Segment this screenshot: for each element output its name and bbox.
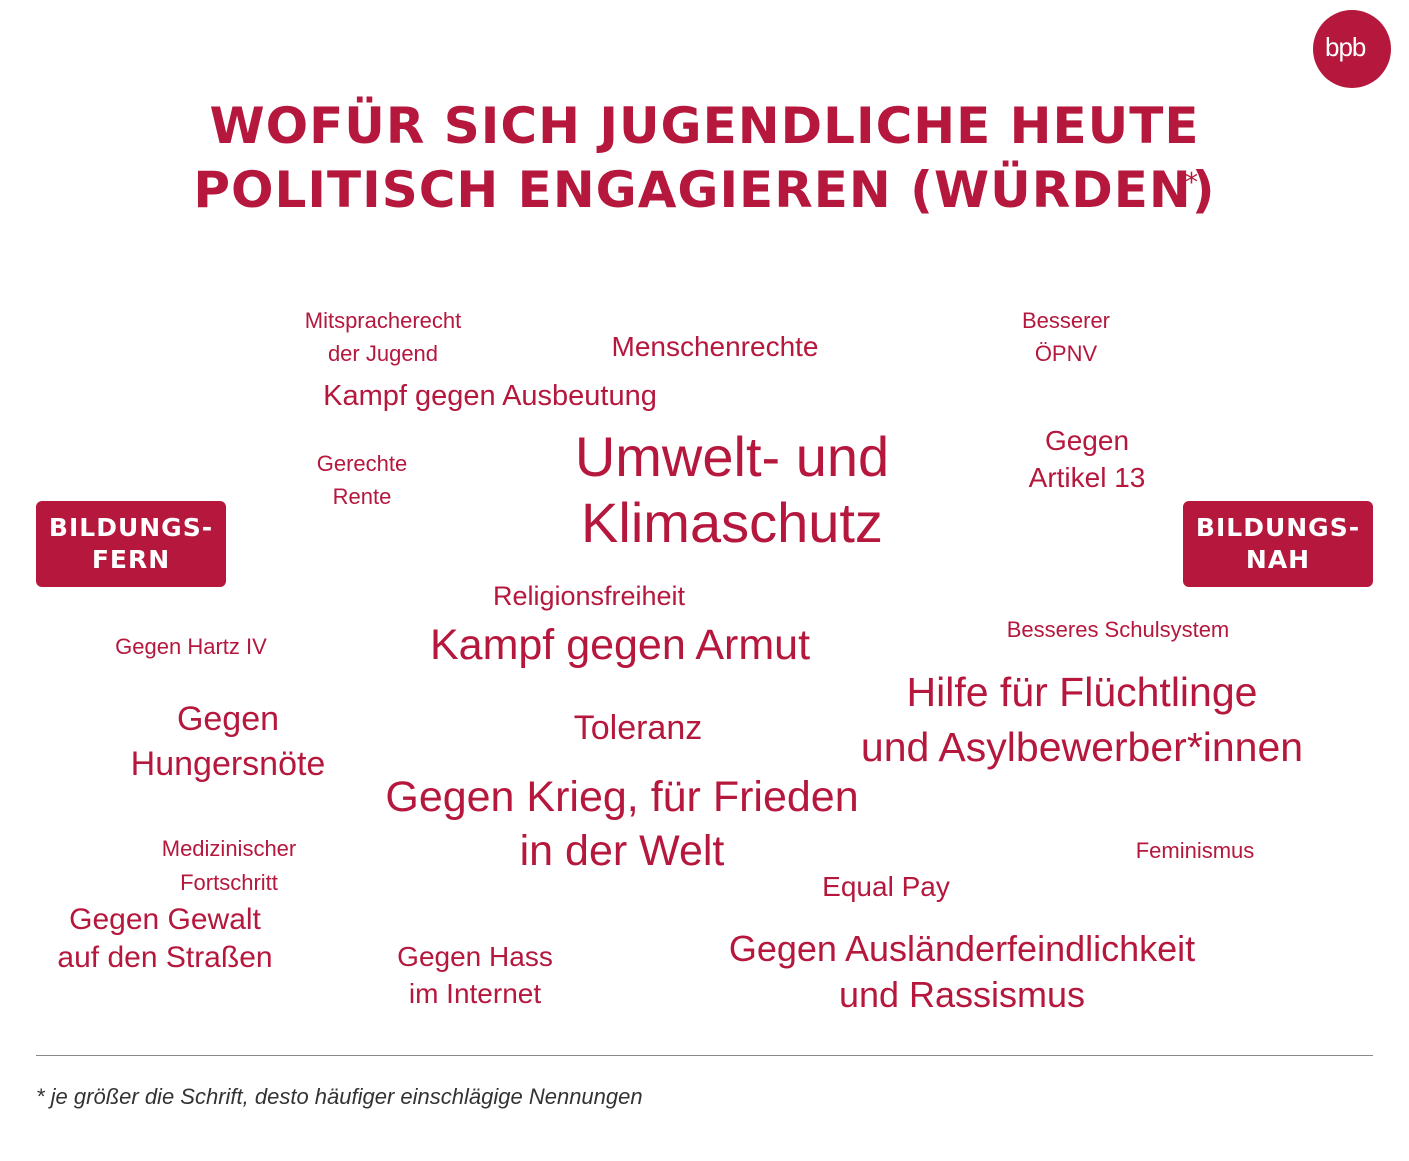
word-menschenrechte: Menschenrechte xyxy=(611,330,818,364)
word-line: Gegen Hartz IV xyxy=(115,634,267,659)
word-mitspracherecht: Mitspracherecht der Jugend xyxy=(305,304,462,370)
bpb-logo[interactable]: bpb : xyxy=(1313,10,1393,88)
page-title-line-1: WOFÜR SICH JUGENDLICHE HEUTE xyxy=(209,97,1200,155)
word-frieden: Gegen Krieg, für Frieden in der Welt xyxy=(385,770,858,878)
word-line: Kampf gegen Ausbeutung xyxy=(323,380,657,412)
word-line: Gegen Hass xyxy=(397,941,553,972)
word-line: in der Welt xyxy=(519,827,725,875)
word-fluechtlinge: Hilfe für Flüchtlinge und Asylbewerber*in… xyxy=(861,665,1303,775)
word-religionsfreiheit: Religionsfreiheit xyxy=(493,580,685,612)
word-gerechte-rente: Gerechte Rente xyxy=(317,447,408,513)
word-line: und Rassismus xyxy=(838,974,1086,1015)
word-line: Hilfe für Flüchtlinge xyxy=(906,669,1258,715)
word-equal-pay: Equal Pay xyxy=(822,870,950,904)
badge-left-line-2: FERN xyxy=(91,545,171,574)
word-klimaschutz: Umwelt- und Klimaschutz xyxy=(575,424,889,556)
word-hartz-iv: Gegen Hartz IV xyxy=(115,633,267,661)
word-line: ÖPNV xyxy=(1034,341,1098,366)
footnote: * je größer die Schrift, desto häufiger … xyxy=(36,1084,643,1109)
word-hass-internet: Gegen Hass im Internet xyxy=(397,938,553,1012)
word-feminismus: Feminismus xyxy=(1136,837,1255,865)
page-title-line-2: POLITISCH ENGAGIEREN (WÜRDEN) xyxy=(193,161,1216,219)
badge-bildungsfern: BILDUNGS- FERN xyxy=(36,501,226,587)
word-line: Klimaschutz xyxy=(581,491,883,554)
word-line: Feminismus xyxy=(1135,838,1255,863)
word-line: Toleranz xyxy=(573,709,703,747)
word-line: Fortschritt xyxy=(180,870,278,895)
word-line: Religionsfreiheit xyxy=(492,581,686,611)
divider xyxy=(36,1055,1373,1056)
word-line: Rente xyxy=(332,484,392,509)
title-asterisk: * xyxy=(1185,168,1198,198)
badge-bildungsnah: BILDUNGS- NAH xyxy=(1183,501,1373,587)
word-kampf-gegen-armut: Kampf gegen Armut xyxy=(430,620,810,670)
word-line: Medizinischer xyxy=(161,836,297,861)
word-line: auf den Straßen xyxy=(57,941,273,974)
word-artikel-13: Gegen Artikel 13 xyxy=(1029,422,1146,496)
word-line: Gerechte xyxy=(316,451,408,476)
word-line: Equal Pay xyxy=(822,871,950,902)
word-line: Mitspracherecht xyxy=(304,308,462,333)
badge-right-line-2: NAH xyxy=(1245,545,1311,574)
word-ausbeutung: Kampf gegen Ausbeutung xyxy=(323,379,657,413)
logo-colon: : xyxy=(1383,30,1393,63)
word-line: Gegen Ausländerfeindlichkeit xyxy=(728,928,1196,969)
word-toleranz: Toleranz xyxy=(574,708,703,748)
word-gewalt: Gegen Gewalt auf den Straßen xyxy=(57,901,272,977)
word-oepnv: Besserer ÖPNV xyxy=(1022,304,1110,370)
word-line: Kampf gegen Armut xyxy=(429,621,811,669)
word-line: Gegen Krieg, für Frieden xyxy=(385,773,859,821)
word-line: der Jugend xyxy=(327,341,439,366)
word-hungersnoete: Gegen Hungersnöte xyxy=(131,697,326,787)
word-line: Menschenrechte xyxy=(611,331,819,362)
badge-right-line-1: BILDUNGS- xyxy=(1195,513,1361,542)
word-line: und Asylbewerber*innen xyxy=(860,724,1304,770)
word-line: Gegen xyxy=(176,700,280,738)
badge-left-line-1: BILDUNGS- xyxy=(48,513,214,542)
word-line: Umwelt- und xyxy=(574,425,890,488)
word-line: Besseres Schulsystem xyxy=(1006,617,1230,642)
word-medizin: Medizinischer Fortschritt xyxy=(162,832,297,900)
word-line: Hungersnöte xyxy=(130,745,326,783)
word-line: Gegen Gewalt xyxy=(69,903,261,936)
logo-text: bpb xyxy=(1325,32,1366,62)
logo-disc xyxy=(1313,10,1391,88)
word-schulsystem: Besseres Schulsystem xyxy=(1007,616,1230,644)
word-line: Gegen xyxy=(1044,425,1130,456)
word-line: Artikel 13 xyxy=(1028,462,1146,493)
word-line: im Internet xyxy=(408,978,542,1009)
word-line: Besserer xyxy=(1021,308,1111,333)
word-rassismus: Gegen Ausländerfeindlichkeit und Rassismu… xyxy=(729,926,1195,1018)
